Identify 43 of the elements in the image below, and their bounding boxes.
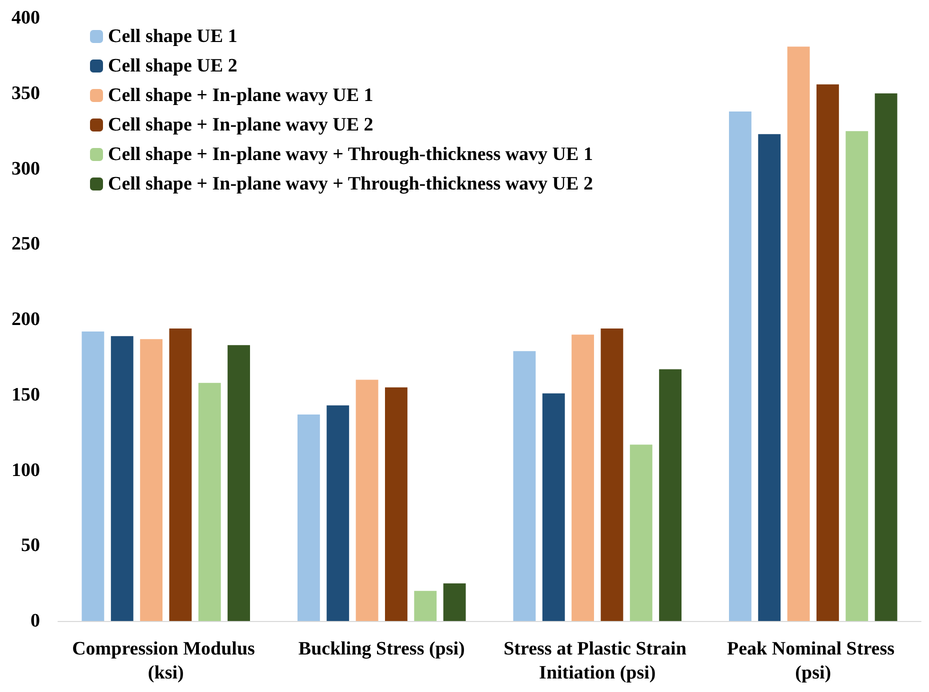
- bar: [874, 93, 898, 621]
- bar: [198, 382, 221, 621]
- bar: [82, 332, 104, 621]
- legend-label: Cell shape UE 2: [108, 56, 238, 76]
- y-tick-label: 200: [12, 309, 40, 330]
- bar: [728, 111, 752, 621]
- bar: [816, 84, 839, 621]
- bar: [140, 339, 163, 621]
- bar: [169, 328, 192, 621]
- bar: [630, 444, 652, 621]
- bar: [758, 134, 781, 621]
- bar: [356, 380, 378, 621]
- bar: [659, 369, 682, 621]
- y-tick-label: 50: [21, 535, 40, 556]
- x-tick-label: Stress at Plastic Strain Initiation (psi): [504, 638, 692, 684]
- bar: [600, 328, 624, 621]
- bar: [326, 405, 350, 621]
- x-tick-label: Compression Modulus (ksi): [72, 638, 260, 684]
- x-tick-label: Buckling Stress (psi): [298, 638, 465, 660]
- y-tick-label: 100: [12, 460, 40, 481]
- bar: [787, 46, 810, 621]
- x-tick-label: Peak Nominal Stress (psi): [727, 638, 900, 684]
- bar: [110, 336, 134, 621]
- y-tick-label: 300: [12, 158, 40, 180]
- y-tick-label: 350: [12, 82, 40, 104]
- bar: [542, 393, 565, 621]
- y-tick-label: 400: [12, 8, 40, 28]
- y-tick-label: 150: [12, 384, 40, 406]
- bar: [846, 131, 868, 621]
- bar: [228, 345, 250, 621]
- legend-label: Cell shape UE 1: [108, 26, 238, 47]
- bar: [572, 334, 594, 621]
- legend-label: Cell shape + In-plane wavy + Through-thickness wavy UE 1: [108, 144, 593, 165]
- bar: [443, 583, 466, 621]
- y-tick-label: 0: [30, 610, 40, 632]
- legend-label: Cell shape + In-plane wavy + Through-thickness wavy UE 2: [108, 174, 593, 194]
- legend-label: Cell shape + In-plane wavy UE 2: [108, 114, 374, 136]
- y-tick-label: 250: [12, 234, 40, 255]
- bar: [513, 351, 536, 621]
- bar: [297, 414, 320, 621]
- bar: [414, 590, 437, 621]
- legend-label: Cell shape + In-plane wavy UE 1: [108, 85, 374, 106]
- bar: [384, 387, 408, 621]
